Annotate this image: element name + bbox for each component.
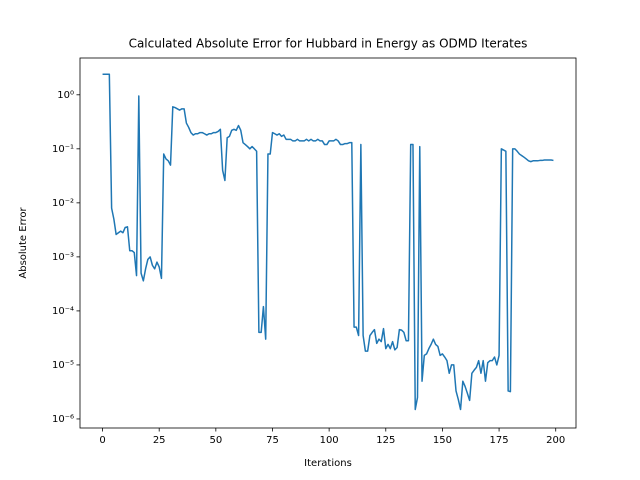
y-tick-label: 10⁻² xyxy=(52,198,74,209)
x-tick-label: 25 xyxy=(153,435,166,446)
x-tick-label: 125 xyxy=(376,435,395,446)
y-tick-label: 10⁻³ xyxy=(52,252,74,263)
x-tick-label: 150 xyxy=(433,435,452,446)
x-tick-label: 200 xyxy=(546,435,565,446)
y-tick-label: 10⁻⁴ xyxy=(52,306,74,317)
data-line xyxy=(102,73,554,411)
x-tick-label: 0 xyxy=(99,435,105,446)
y-tick-label: 10⁻¹ xyxy=(52,144,74,155)
x-tick-label: 100 xyxy=(320,435,339,446)
x-axis-label: Iterations xyxy=(304,458,352,469)
axes-frame xyxy=(79,57,577,429)
y-tick-label: 10⁻⁶ xyxy=(52,414,74,425)
x-tick-label: 50 xyxy=(209,435,222,446)
chart-title: Calculated Absolute Error for Hubbard in… xyxy=(129,37,528,51)
x-tick-label: 175 xyxy=(490,435,509,446)
x-tick-label: 75 xyxy=(266,435,279,446)
y-tick-label: 10⁻⁵ xyxy=(52,360,74,371)
y-axis-label: Absolute Error xyxy=(18,206,29,278)
y-tick-label: 10⁰ xyxy=(57,90,74,101)
